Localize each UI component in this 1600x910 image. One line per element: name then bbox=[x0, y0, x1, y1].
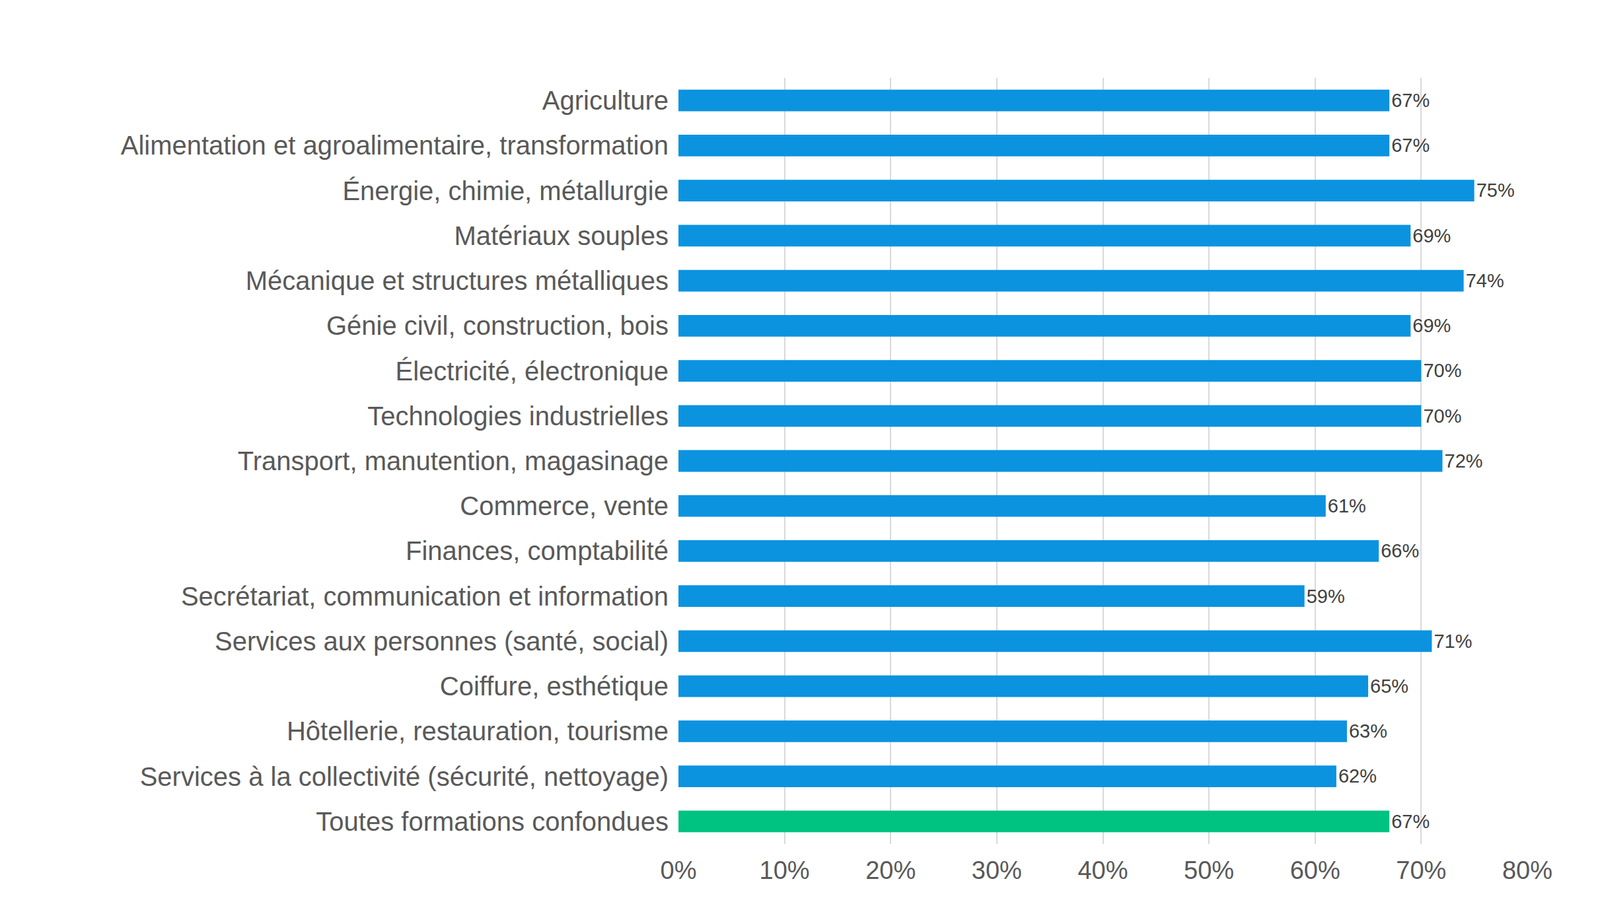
svg-text:40%: 40% bbox=[1077, 856, 1128, 885]
svg-text:30%: 30% bbox=[971, 856, 1022, 885]
svg-text:Mécanique et structures métall: Mécanique et structures métalliques bbox=[245, 266, 669, 296]
svg-text:0%: 0% bbox=[660, 856, 697, 885]
svg-text:61%: 61% bbox=[1327, 495, 1367, 517]
svg-text:62%: 62% bbox=[1338, 765, 1377, 787]
svg-text:72%: 72% bbox=[1444, 450, 1484, 472]
svg-text:Commerce, vente: Commerce, vente bbox=[459, 491, 669, 521]
svg-text:Agriculture: Agriculture bbox=[542, 85, 669, 115]
svg-text:70%: 70% bbox=[1422, 360, 1462, 382]
svg-text:Finances, comptabilité: Finances, comptabilité bbox=[405, 536, 669, 566]
svg-text:20%: 20% bbox=[865, 856, 916, 885]
svg-text:Services à la collectivité (sé: Services à la collectivité (sécurité, ne… bbox=[140, 762, 669, 792]
svg-text:Alimentation et agroalimentair: Alimentation et agroalimentaire, transfo… bbox=[120, 130, 669, 160]
svg-text:59%: 59% bbox=[1306, 585, 1346, 608]
svg-text:Électricité, électronique: Électricité, électronique bbox=[395, 356, 669, 386]
svg-text:65%: 65% bbox=[1370, 675, 1409, 697]
svg-text:67%: 67% bbox=[1391, 811, 1430, 833]
svg-text:69%: 69% bbox=[1412, 225, 1451, 247]
svg-text:Hôtellerie, restauration, tour: Hôtellerie, restauration, tourisme bbox=[286, 716, 669, 746]
svg-text:Transport, manutention, magasi: Transport, manutention, magasinage bbox=[237, 446, 669, 476]
svg-text:66%: 66% bbox=[1380, 540, 1419, 562]
svg-text:67%: 67% bbox=[1391, 134, 1430, 156]
svg-text:Technologies industrielles: Technologies industrielles bbox=[367, 401, 669, 431]
svg-text:74%: 74% bbox=[1465, 270, 1505, 292]
svg-text:67%: 67% bbox=[1391, 89, 1430, 111]
svg-text:63%: 63% bbox=[1348, 720, 1388, 742]
svg-text:Matériaux souples: Matériaux souples bbox=[453, 221, 669, 251]
svg-text:75%: 75% bbox=[1476, 179, 1515, 201]
svg-text:Toutes formations confondues: Toutes formations confondues bbox=[315, 807, 669, 837]
svg-text:71%: 71% bbox=[1433, 630, 1472, 653]
svg-text:80%: 80% bbox=[1502, 856, 1553, 885]
svg-text:Services aux personnes (santé,: Services aux personnes (santé, social) bbox=[214, 626, 669, 656]
svg-text:69%: 69% bbox=[1412, 315, 1451, 337]
svg-text:70%: 70% bbox=[1422, 405, 1462, 427]
svg-text:Énergie, chimie, métallurgie: Énergie, chimie, métallurgie bbox=[342, 176, 669, 206]
svg-text:50%: 50% bbox=[1183, 856, 1235, 885]
svg-text:10%: 10% bbox=[759, 856, 810, 885]
svg-text:60%: 60% bbox=[1290, 856, 1341, 885]
svg-text:Génie civil, construction, boi: Génie civil, construction, bois bbox=[326, 311, 669, 341]
svg-text:70%: 70% bbox=[1395, 856, 1447, 885]
svg-text:Secrétariat, communication et: Secrétariat, communication et informatio… bbox=[181, 581, 669, 612]
svg-text:Coiffure, esthétique: Coiffure, esthétique bbox=[439, 671, 669, 701]
